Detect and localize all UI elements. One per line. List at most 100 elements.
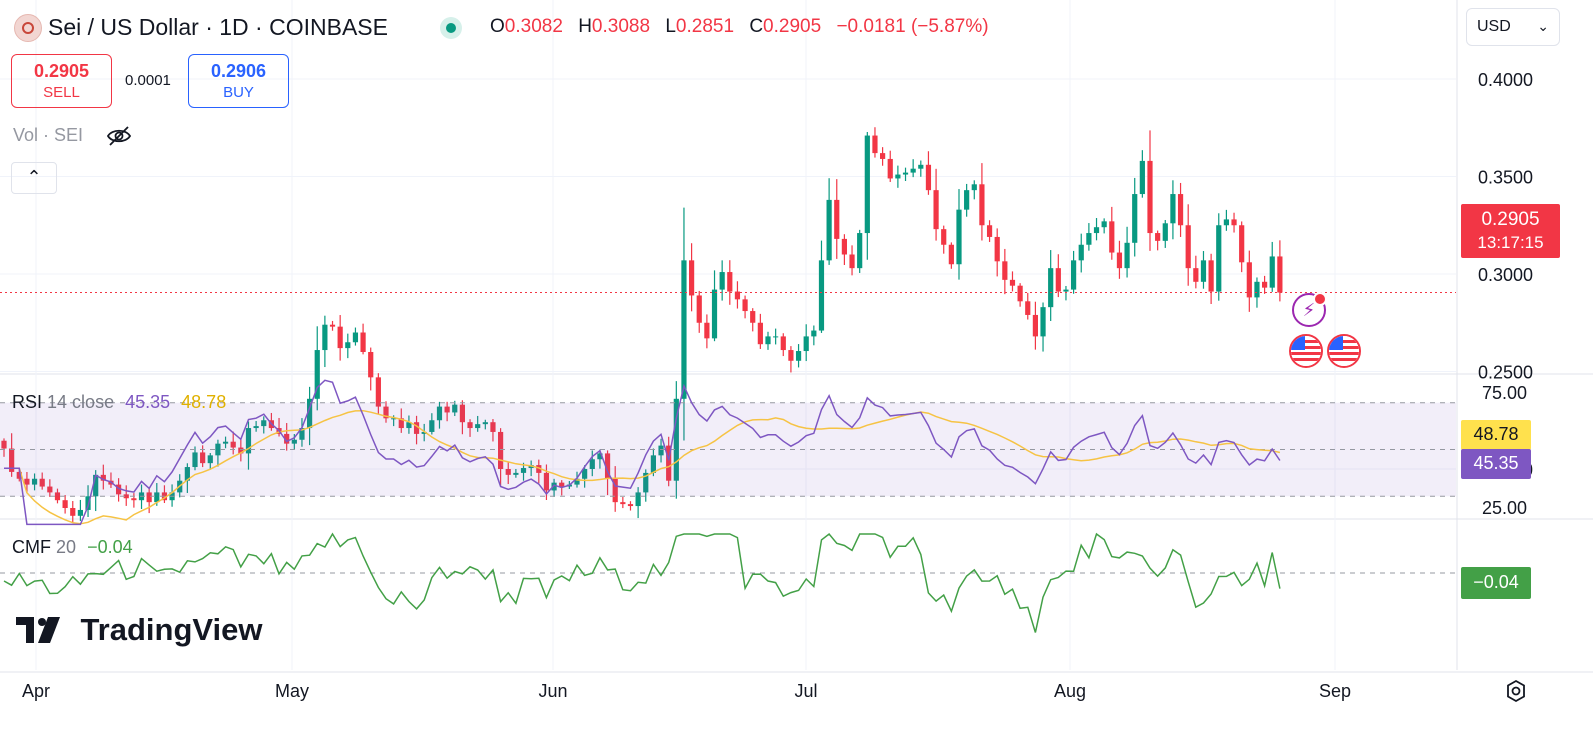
candle-body xyxy=(482,422,488,425)
candle-body xyxy=(215,443,221,456)
candle-body xyxy=(1124,242,1130,269)
close-key: C xyxy=(749,16,764,37)
candle-body xyxy=(1109,221,1115,253)
candle-body xyxy=(711,289,718,339)
market-status-icon[interactable] xyxy=(440,17,462,39)
buy-label: BUY xyxy=(223,84,254,101)
candle-body xyxy=(666,445,672,481)
candle-body xyxy=(872,135,878,154)
rsi-legend[interactable]: RSI 14 close 45.35 48.78 xyxy=(12,392,226,413)
candle-body xyxy=(620,502,626,505)
candle-body xyxy=(475,424,481,429)
open-value: 0.3082 xyxy=(504,16,563,37)
currency-select[interactable]: USD ⌄ xyxy=(1466,8,1560,46)
candle-body xyxy=(184,467,190,481)
cmf-pane[interactable] xyxy=(0,532,1456,633)
cmf-name: CMF xyxy=(12,537,51,557)
candle-body xyxy=(1,440,7,449)
high-key: H xyxy=(578,16,592,37)
candle-body xyxy=(1002,261,1008,280)
candle-body xyxy=(689,260,695,296)
rsi-tick-label: 25.00 xyxy=(1482,498,1527,518)
flag-stripes xyxy=(1329,336,1359,366)
candle-body xyxy=(1116,252,1123,269)
us-flag-icon[interactable] xyxy=(1289,334,1323,368)
candle-body xyxy=(429,420,435,432)
candle-body xyxy=(299,428,305,440)
candle-body xyxy=(146,492,152,503)
flag-stripes xyxy=(1291,336,1321,366)
volume-legend[interactable]: Vol · SEI xyxy=(13,125,84,145)
rsi-name: RSI xyxy=(12,392,43,412)
lightning-icon[interactable]: ⚡ xyxy=(1292,292,1327,327)
candle-body xyxy=(62,500,68,508)
candle-body xyxy=(207,455,213,464)
candle-body xyxy=(345,342,351,349)
candle-body xyxy=(582,469,588,479)
candle-body xyxy=(803,336,809,352)
candle-body xyxy=(1040,307,1046,337)
candle-body xyxy=(986,225,993,237)
eye-off-icon[interactable] xyxy=(106,125,132,147)
candle-body xyxy=(864,135,870,234)
change-value: −0.0181 (−5.87%) xyxy=(836,16,989,37)
candle-body xyxy=(1162,223,1168,241)
candle-body xyxy=(811,330,817,337)
candle-body xyxy=(1063,289,1069,292)
x-tick-label: Sep xyxy=(1319,681,1351,701)
candle-body xyxy=(253,426,259,429)
candle-body xyxy=(1032,314,1038,337)
rsi-pane[interactable] xyxy=(0,379,1456,526)
cmf-legend[interactable]: CMF 20 −0.04 xyxy=(12,537,133,558)
bar-countdown: 13:17:15 xyxy=(1477,233,1544,252)
candle-body xyxy=(956,209,962,265)
tradingview-logo[interactable]: TradingView xyxy=(16,612,263,652)
candle-body xyxy=(200,452,206,464)
candle-body xyxy=(704,322,710,339)
collapse-legend-button[interactable]: ⌃ xyxy=(11,162,57,194)
candle-body xyxy=(1071,260,1077,290)
candle-body xyxy=(322,324,328,351)
candle-body xyxy=(895,174,901,179)
candle-body xyxy=(849,254,855,269)
chevron-up-icon: ⌃ xyxy=(26,167,42,187)
candle-body xyxy=(604,453,611,479)
sell-button[interactable]: 0.2905 SELL xyxy=(11,54,112,108)
candle-body xyxy=(979,184,985,226)
y-tick-label: 0.3500 xyxy=(1478,168,1533,188)
candle-body xyxy=(1170,194,1176,224)
candle-body xyxy=(1093,227,1100,234)
price-pane[interactable] xyxy=(0,127,1456,523)
cmf-line xyxy=(3,532,1281,633)
spread-value: 0.0001 xyxy=(125,72,171,89)
candle-body xyxy=(559,482,565,487)
low-key: L xyxy=(665,16,676,37)
symbol-title[interactable]: Sei / US Dollar · 1D · COINBASE xyxy=(48,14,388,40)
candle-body xyxy=(307,398,313,429)
candle-body xyxy=(398,418,404,429)
candle-body xyxy=(857,233,863,269)
axes: Apr May Jun Jul Aug Sep 0.4000 0.3500 0.3000 0.25… xyxy=(22,70,1533,701)
candle-body xyxy=(887,158,893,179)
candle-body xyxy=(230,441,236,448)
currency-value: USD xyxy=(1477,18,1511,35)
buy-button[interactable]: 0.2906 BUY xyxy=(188,54,289,108)
candle-body xyxy=(643,472,649,493)
candle-body xyxy=(994,236,1000,262)
candle-body xyxy=(742,299,748,312)
candle-body xyxy=(329,324,336,327)
gear-icon[interactable] xyxy=(1503,678,1529,704)
candle-body xyxy=(574,478,580,485)
candle-body xyxy=(513,472,519,475)
candle-body xyxy=(47,486,53,493)
us-flag-icon[interactable] xyxy=(1327,334,1361,368)
candle-body xyxy=(100,474,106,481)
candle-body xyxy=(834,199,840,239)
candle-body xyxy=(1200,260,1207,282)
candle-body xyxy=(360,332,366,352)
candle-body xyxy=(1048,268,1054,308)
candle-body xyxy=(788,350,794,361)
candle-body xyxy=(1055,268,1061,292)
candle-body xyxy=(459,404,465,423)
